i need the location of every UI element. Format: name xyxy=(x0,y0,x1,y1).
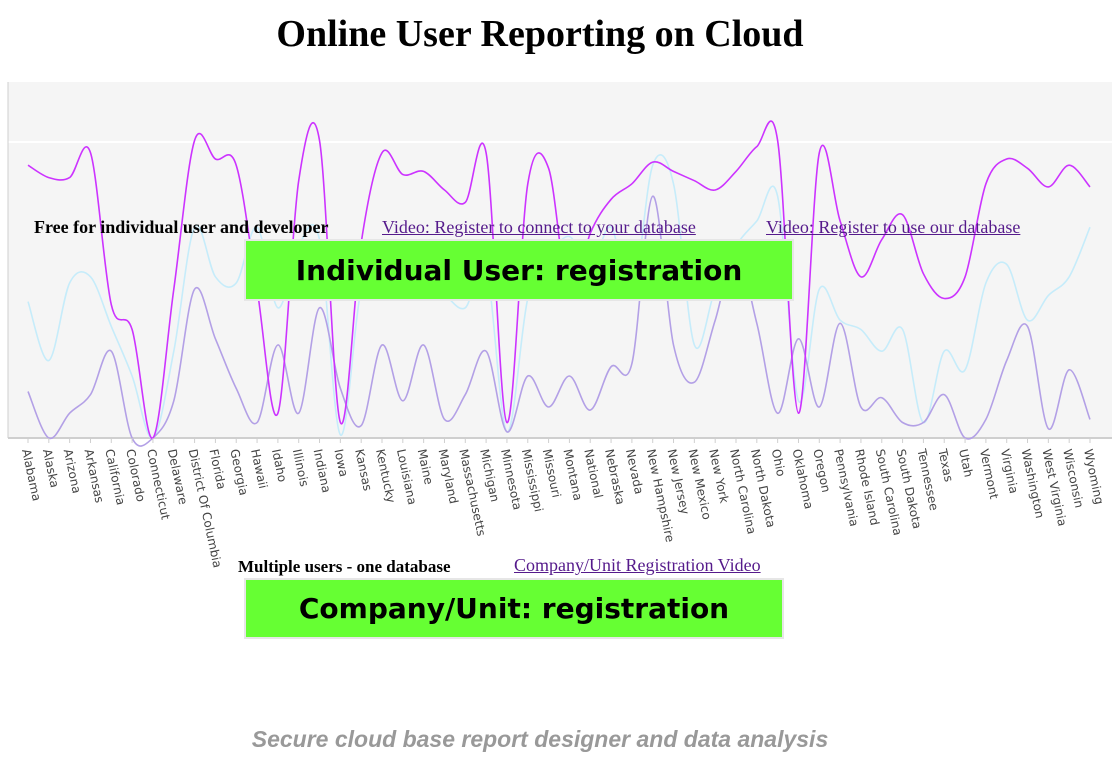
x-tick-label: Georgia xyxy=(227,448,250,497)
x-tick-label: Ohio xyxy=(769,448,788,478)
video-register-connect-link[interactable]: Video: Register to connect to your datab… xyxy=(382,217,696,237)
individual-registration-button[interactable]: Individual User: registration xyxy=(244,239,794,301)
individual-video-link-2-wrap: Video: Register to use our database xyxy=(766,217,1020,238)
company-row: Multiple users - one database xyxy=(238,556,451,577)
x-tick-label: Montana xyxy=(560,448,585,502)
x-tick-label: Oregon xyxy=(810,448,833,494)
x-tick-label: Arizona xyxy=(61,448,84,495)
x-tick-label: Iowa xyxy=(331,448,351,478)
x-tick-label: Vermont xyxy=(977,448,1001,501)
footer-tagline: Secure cloud base report designer and da… xyxy=(251,726,829,752)
page-title: Online User Reporting on Cloud xyxy=(276,13,804,55)
company-label: Multiple users - one database xyxy=(238,557,451,576)
x-tick-label: Florida xyxy=(206,448,228,491)
x-tick-label: Illinois xyxy=(290,448,312,488)
x-tick-label: Idaho xyxy=(269,448,290,484)
individual-label: Free for individual user and developer xyxy=(34,217,329,237)
series-line-3 xyxy=(27,195,1091,447)
individual-video-link-1-wrap: Video: Register to connect to your datab… xyxy=(382,217,696,238)
company-video-link-wrap: Company/Unit Registration Video xyxy=(514,555,761,576)
x-tick-label: Nevada xyxy=(623,448,646,496)
video-register-use-link[interactable]: Video: Register to use our database xyxy=(766,217,1021,237)
x-tick-label: Maryland xyxy=(436,448,461,505)
x-tick-label: Indiana xyxy=(311,448,334,494)
x-tick-label: Virginia xyxy=(998,448,1021,495)
x-tick-label: Arkansas xyxy=(82,448,107,504)
line-chart-svg: AlabamaAlaskaArizonaArkansasCaliforniaCo… xyxy=(7,82,1112,569)
x-tick-label: Alaska xyxy=(40,448,62,489)
x-tick-label: Kentucky xyxy=(373,448,398,505)
background-chart: Alabama Alaska Arizona Arkansas California Co… xyxy=(0,80,1120,590)
x-tick-label: National xyxy=(581,448,605,500)
company-registration-button[interactable]: Company/Unit: registration xyxy=(244,578,784,639)
series-line-1 xyxy=(27,120,1091,439)
x-tick-label: Kansas xyxy=(352,448,375,492)
x-tick-label: Missouri xyxy=(540,448,564,499)
x-tick-label: Hawaii xyxy=(248,448,270,490)
x-tick-label: Nebraska xyxy=(602,448,627,506)
x-tick-label: Alabama xyxy=(19,448,44,503)
x-tick-label: Texas xyxy=(935,447,956,483)
x-tick-label: Utah xyxy=(956,448,976,479)
individual-row: Free for individual user and developer xyxy=(34,217,329,238)
x-tick-label: Maine xyxy=(415,448,436,486)
company-registration-video-link[interactable]: Company/Unit Registration Video xyxy=(514,555,761,575)
